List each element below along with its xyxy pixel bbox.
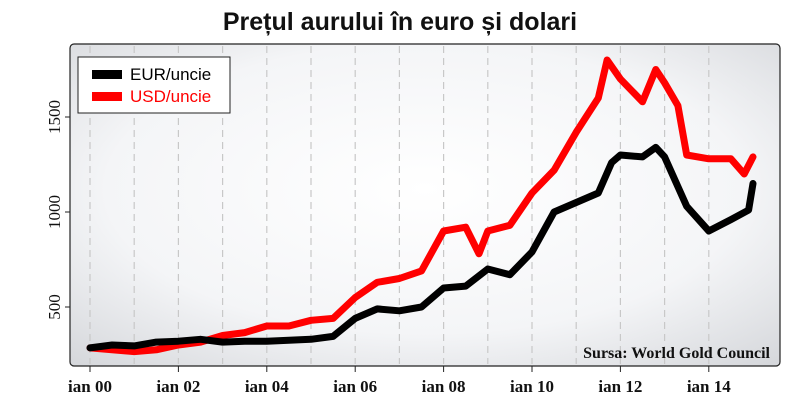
series-line-usd xyxy=(86,56,757,356)
x-tick-label: ian 06 xyxy=(333,377,377,396)
x-tick-label: ian 00 xyxy=(68,377,112,396)
x-axis: ian 00 ian 02 ian 04 ian 06 ian 08 ian 10 ian … xyxy=(68,366,731,396)
plot-background xyxy=(69,43,781,367)
legend-label-eur: EUR/uncie xyxy=(130,65,211,84)
x-tick-label: ian 04 xyxy=(245,377,289,396)
x-tick-label: ian 12 xyxy=(598,377,642,396)
chart-title: Prețul aurului în euro și dolari xyxy=(223,8,577,36)
y-tick-label: 500 xyxy=(45,294,64,320)
x-tick-label: ian 14 xyxy=(687,377,731,396)
y-axis: 500 1000 1500 xyxy=(45,100,70,320)
series-lines xyxy=(86,56,757,356)
legend-box xyxy=(77,56,231,114)
series-line-eur xyxy=(86,143,757,352)
legend-swatch-usd xyxy=(92,92,122,101)
x-tick-label: ian 10 xyxy=(510,377,554,396)
y-tick-label: 1000 xyxy=(45,195,64,229)
x-tick-label: ian 08 xyxy=(422,377,466,396)
legend: EUR/uncie USD/uncie xyxy=(77,56,231,114)
source-note: Sursa: World Gold Council xyxy=(583,345,770,362)
x-tick-label: ian 02 xyxy=(156,377,200,396)
y-tick-label: 1500 xyxy=(45,100,64,134)
legend-label-usd: USD/uncie xyxy=(130,87,211,106)
legend-swatch-eur xyxy=(92,70,122,79)
